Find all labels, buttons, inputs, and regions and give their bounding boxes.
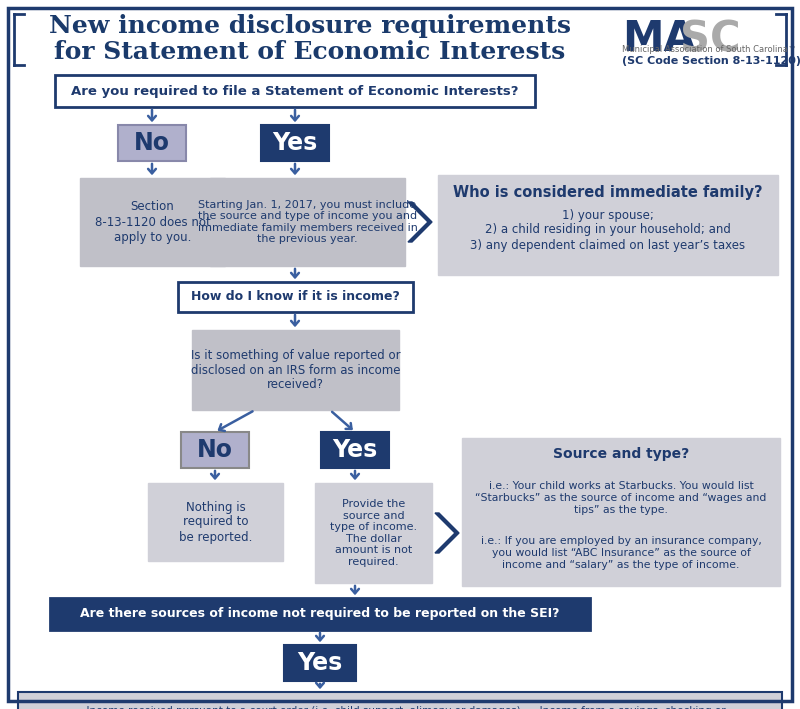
Text: Are there sources of income not required to be reported on the SEI?: Are there sources of income not required… [80, 608, 560, 620]
Bar [80, 178, 225, 266]
Bar [55, 75, 535, 107]
Text: Starting Jan. 1, 2017, you must include
the source and type of income you and
im: Starting Jan. 1, 2017, you must include … [198, 200, 418, 245]
Text: New income disclosure requirements: New income disclosure requirements [49, 14, 571, 38]
Text: Is it something of value reported or
disclosed on an IRS form as income
received: Is it something of value reported or dis… [190, 349, 400, 391]
Text: Source and type?: Source and type? [553, 447, 689, 461]
Text: Nothing is
required to
be reported.: Nothing is required to be reported. [179, 501, 252, 544]
Text: for Statement of Economic Interests: for Statement of Economic Interests [54, 40, 566, 64]
Text: How do I know if it is income?: How do I know if it is income? [191, 291, 400, 303]
Bar [118, 125, 186, 161]
Text: Municipal Association of South Carolina™: Municipal Association of South Carolina™ [622, 45, 796, 55]
Bar [321, 432, 389, 468]
Text: 1) your spouse;
2) a child residing in your household; and
3) any dependent clai: 1) your spouse; 2) a child residing in y… [470, 208, 746, 252]
Bar [462, 438, 780, 586]
Bar [178, 282, 413, 312]
Bar [50, 598, 590, 630]
Text: MA: MA [622, 18, 696, 60]
Text: Yes: Yes [272, 131, 318, 155]
Bar [315, 483, 432, 583]
Text: Who is considered immediate family?: Who is considered immediate family? [453, 184, 763, 199]
Text: Are you required to file a Statement of Economic Interests?: Are you required to file a Statement of … [71, 84, 518, 98]
Bar [181, 432, 249, 468]
Bar [284, 645, 356, 681]
Text: •  Income received pursuant to a court order (i.e. child support, alimony or dam: • Income received pursuant to a court or… [53, 705, 747, 709]
Text: i.e.: Your child works at Starbucks. You would list
“Starbucks” as the source of: i.e.: Your child works at Starbucks. You… [475, 481, 766, 515]
Text: No: No [197, 438, 233, 462]
Bar [192, 330, 399, 410]
Text: Yes: Yes [298, 651, 342, 675]
Bar [18, 692, 782, 709]
Text: Yes: Yes [332, 438, 378, 462]
Text: i.e.: If you are employed by an insurance company,
you would list “ABC Insurance: i.e.: If you are employed by an insuranc… [481, 537, 762, 569]
Polygon shape [435, 513, 459, 553]
Text: Provide the
source and
type of income.
The dollar
amount is not
required.: Provide the source and type of income. T… [330, 499, 417, 567]
Text: Section
8-13-1120 does not
apply to you.: Section 8-13-1120 does not apply to you. [94, 201, 210, 243]
Bar [438, 175, 778, 275]
Text: SC: SC [680, 18, 741, 60]
Bar [261, 125, 329, 161]
Bar [148, 483, 283, 561]
Text: (SC Code Section 8-13-1120): (SC Code Section 8-13-1120) [622, 56, 800, 66]
Text: No: No [134, 131, 170, 155]
Polygon shape [408, 202, 432, 242]
Bar [210, 178, 405, 266]
